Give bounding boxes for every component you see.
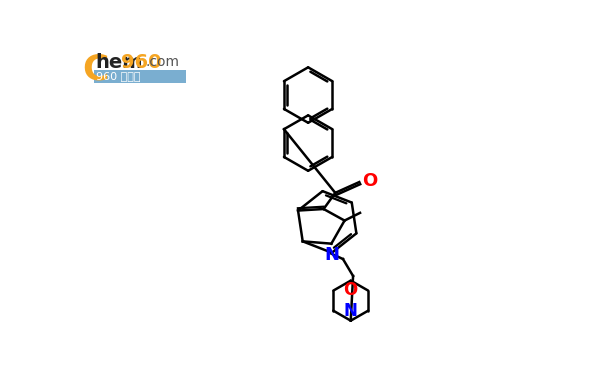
Text: C: C — [82, 53, 108, 87]
Text: 960: 960 — [120, 54, 161, 72]
Text: N: N — [344, 302, 358, 320]
Bar — [94, 70, 186, 83]
Text: hem: hem — [96, 54, 143, 72]
Text: .com: .com — [145, 55, 179, 69]
Text: O: O — [362, 172, 378, 190]
Text: O: O — [344, 281, 358, 299]
Text: N: N — [325, 246, 339, 264]
Text: 960 化工网: 960 化工网 — [96, 71, 140, 81]
